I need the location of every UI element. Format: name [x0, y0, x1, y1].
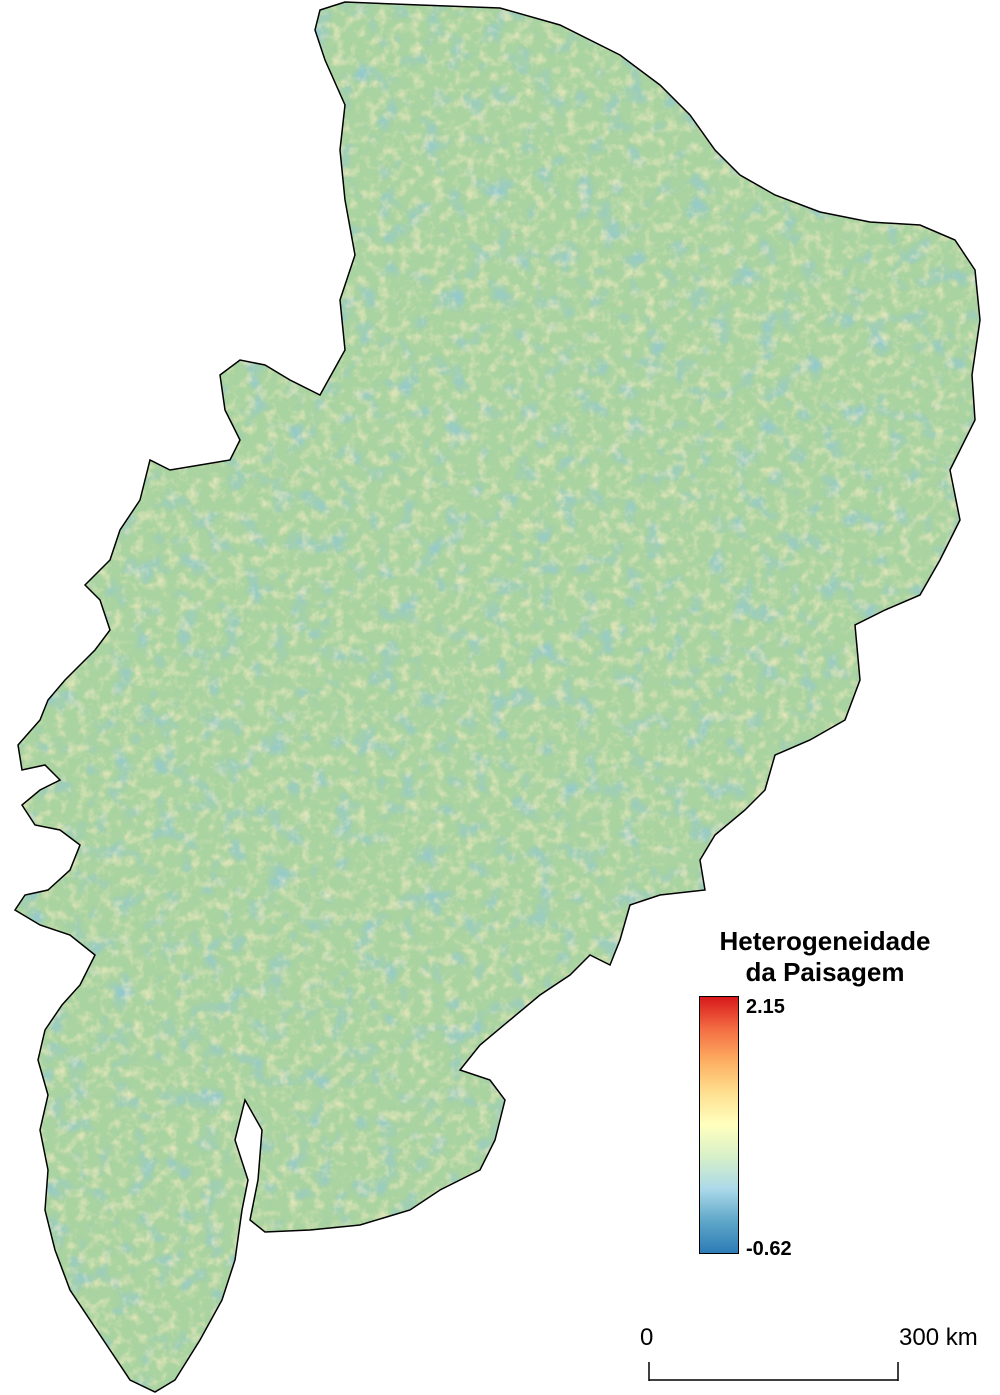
legend-title-line2: da Paisagem	[745, 957, 905, 987]
region-boundary	[13, 1, 981, 1393]
heterogeneity-raster	[13, 1, 981, 1393]
legend-min-label: -0.62	[746, 1238, 792, 1260]
legend-title-line1: Heterogeneidade	[719, 926, 931, 956]
legend-color-ramp	[699, 996, 739, 1254]
scale-bar	[648, 1362, 899, 1381]
scale-bar-end-label: 300 km	[899, 1324, 978, 1351]
legend-max-label: 2.15	[746, 996, 785, 1018]
high-value-texture	[15, 2, 980, 1392]
scale-bar-start-label: 0	[640, 1324, 654, 1351]
legend-title: Heterogeneidade da Paisagem	[690, 926, 960, 988]
